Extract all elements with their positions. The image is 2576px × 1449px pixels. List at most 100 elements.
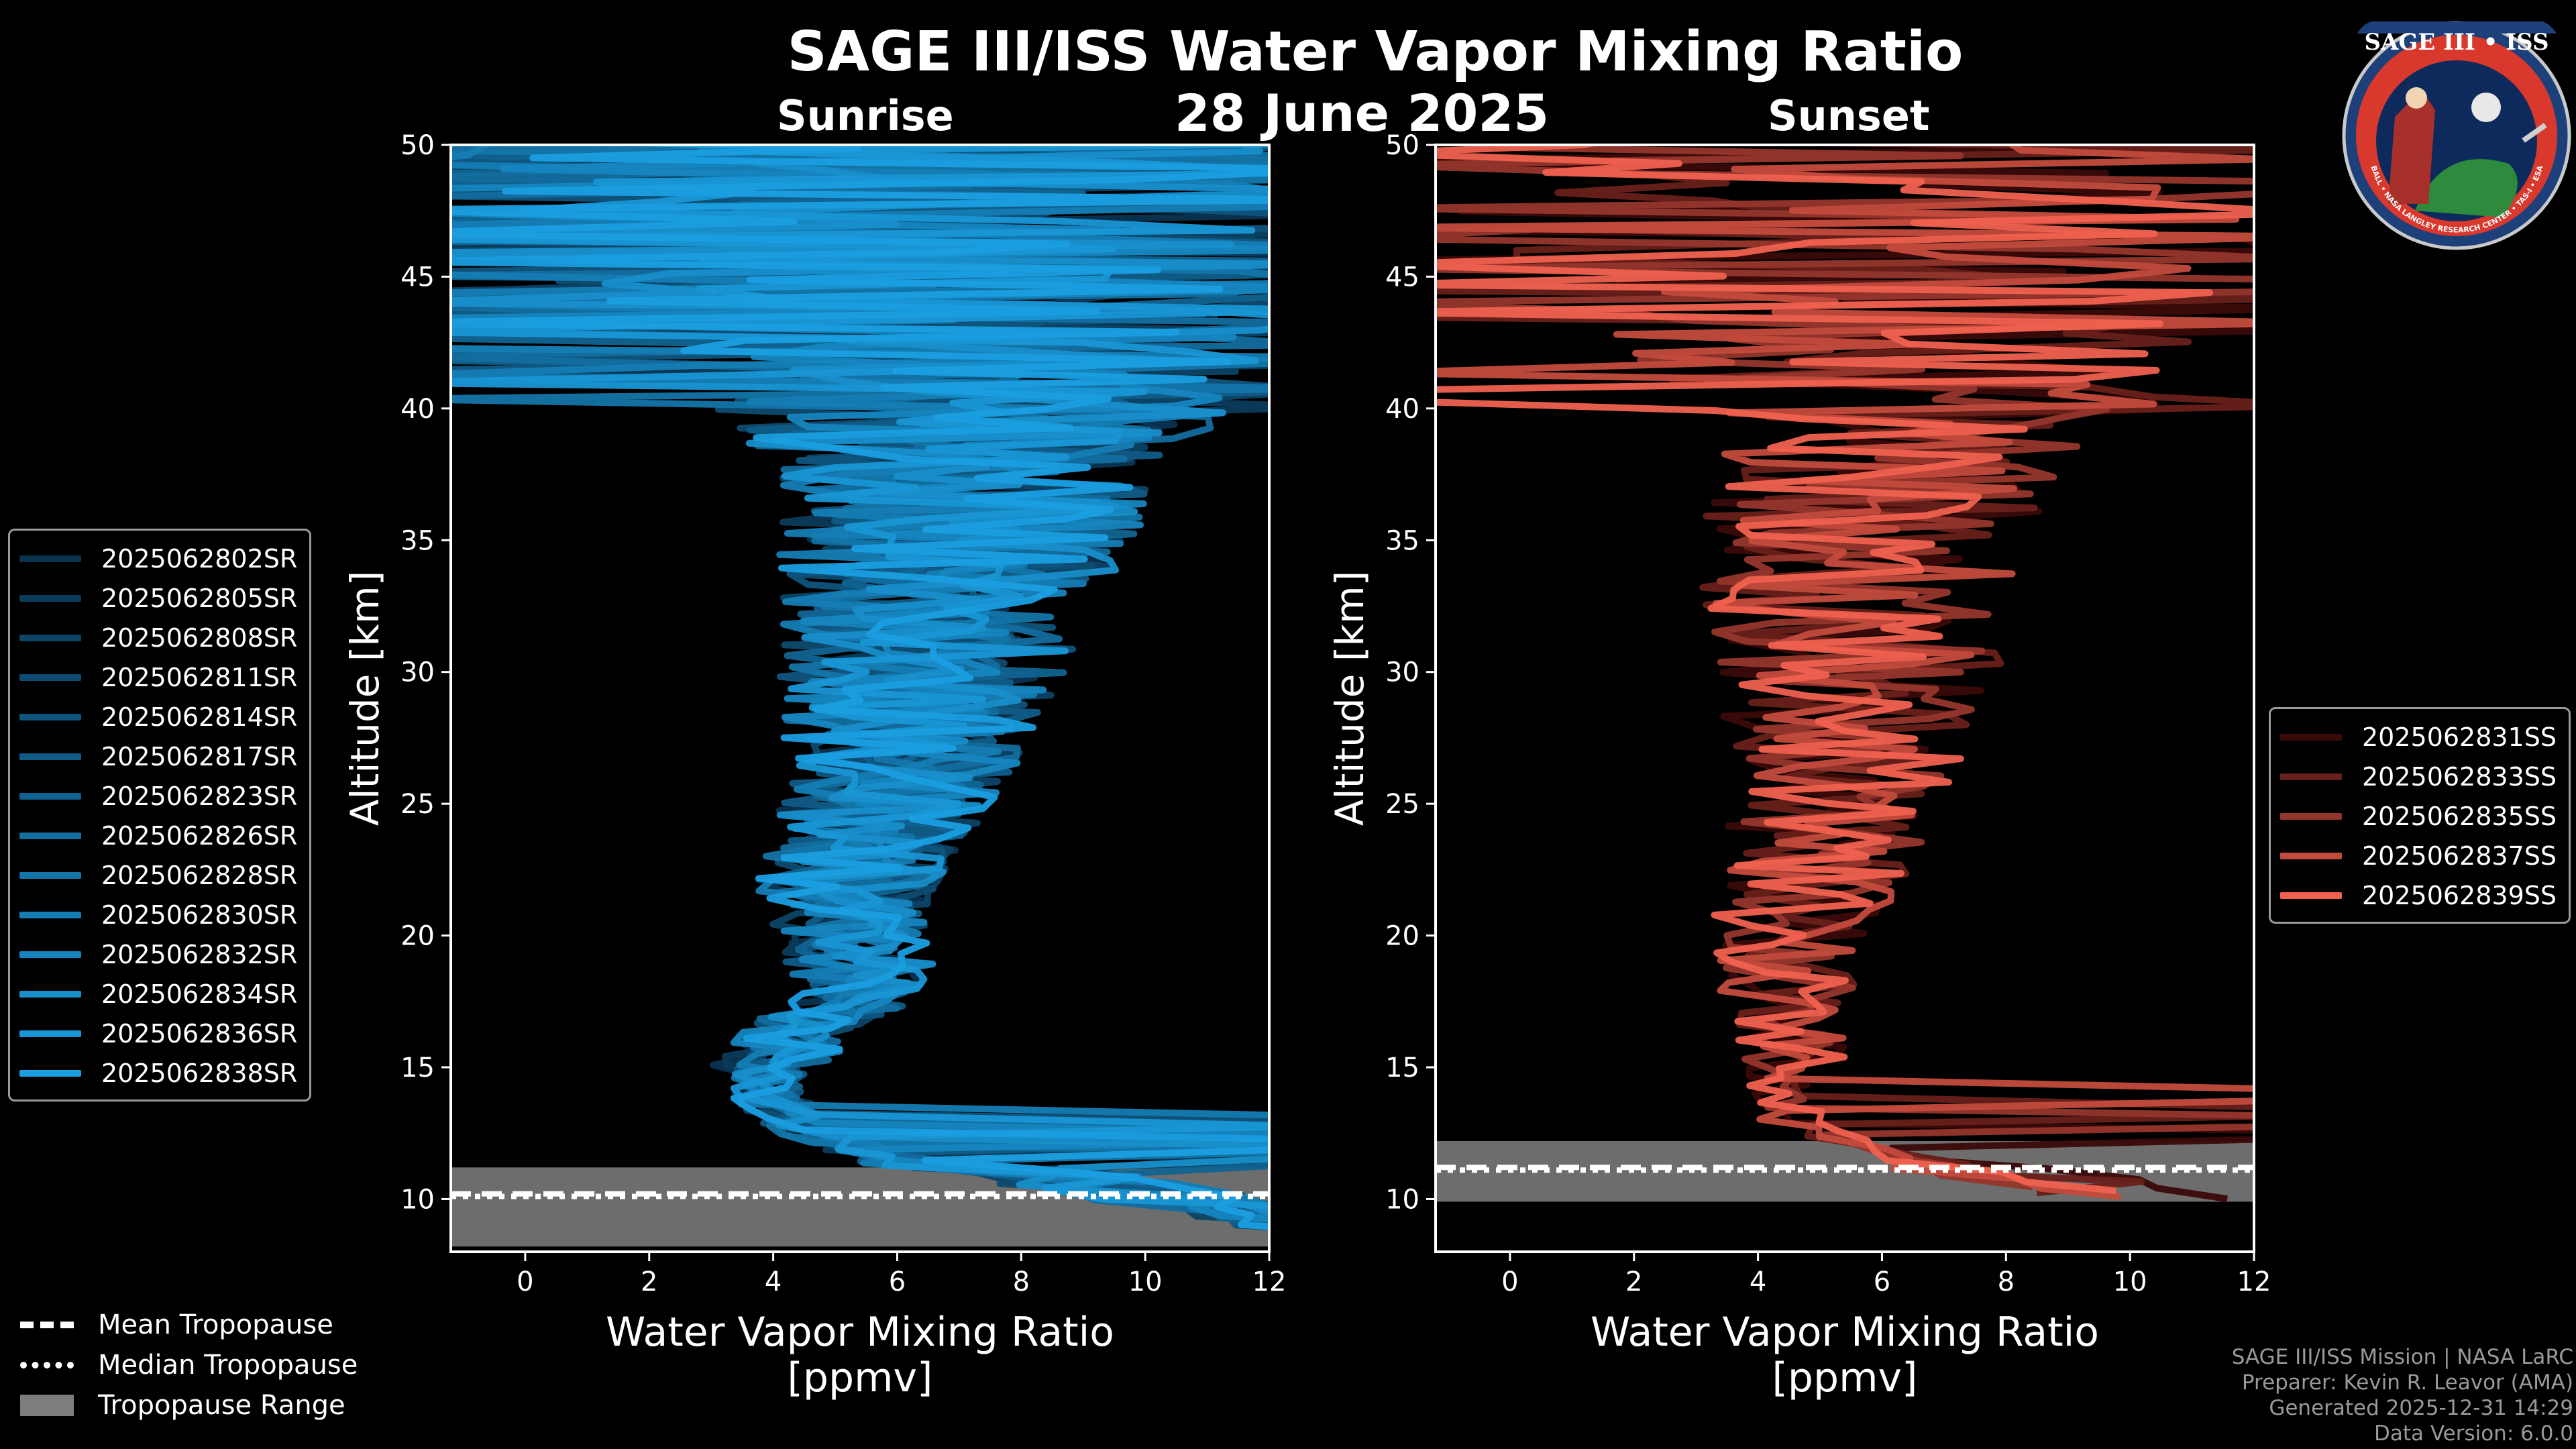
patch-sage-figure bbox=[2388, 90, 2435, 204]
credits: SAGE III/ISS Mission | NASA LaRC Prepare… bbox=[2232, 1344, 2573, 1446]
sunrise-legend-label: 2025062823SR bbox=[101, 781, 298, 811]
sunset-legend-swatch bbox=[2280, 812, 2342, 820]
sunrise-legend-swatch bbox=[19, 713, 81, 720]
sunset-ytick-label: 25 bbox=[1385, 789, 1419, 820]
sunrise-legend-label: 2025062811SR bbox=[101, 662, 298, 692]
sunset-xtick-label: 10 bbox=[2113, 1267, 2147, 1297]
sunset-xtick-label: 0 bbox=[1501, 1267, 1518, 1297]
sunrise-legend-swatch bbox=[19, 1030, 81, 1037]
sunset-ytick-label: 50 bbox=[1385, 130, 1419, 161]
sunset-ytick-label: 20 bbox=[1385, 921, 1419, 952]
sunrise-ytick-label: 10 bbox=[400, 1184, 435, 1215]
sunset-legend-item: 2025062833SS bbox=[2280, 757, 2557, 796]
sunset-ylabel: Altitude [km] bbox=[1327, 571, 1373, 826]
sunset-xlabel-line: Water Vapor Mixing Ratio bbox=[1591, 1309, 2099, 1356]
sunrise-legend-item: 2025062838SR bbox=[19, 1053, 297, 1093]
figure-date: 28 June 2025 bbox=[1174, 83, 1550, 143]
sunrise-legend-item: 2025062830SR bbox=[19, 895, 297, 934]
sunrise-legend-item: 2025062832SR bbox=[19, 934, 297, 974]
sunrise-ylabel: Altitude [km] bbox=[342, 571, 388, 826]
tropopause-range-label: Tropopause Range bbox=[98, 1390, 345, 1421]
median-tropopause-label: Median Tropopause bbox=[98, 1350, 358, 1381]
sunrise-legend-label: 2025062805SR bbox=[101, 583, 298, 613]
legend-median-tropopause: Median Tropopause bbox=[20, 1345, 358, 1385]
sunset-xtick-label: 6 bbox=[1874, 1267, 1890, 1297]
sunrise-legend-item: 2025062826SR bbox=[19, 816, 297, 855]
sunset-legend-swatch bbox=[2280, 733, 2342, 741]
sunrise-xtick-label: 8 bbox=[1013, 1267, 1030, 1297]
sunrise-xtick-label: 10 bbox=[1128, 1267, 1163, 1297]
sunset-legend-label: 2025062833SS bbox=[2362, 761, 2557, 792]
sunset-legend-item: 2025062837SS bbox=[2280, 836, 2557, 875]
sunset-panel-title: Sunset bbox=[1768, 91, 1930, 140]
sunrise-xlabel-line: Water Vapor Mixing Ratio bbox=[606, 1309, 1114, 1356]
sunrise-legend-item: 2025062823SR bbox=[19, 776, 297, 816]
sunset-panel: 0 2 4 6 8 10 12 10 15 20 25 30 35 40 45 50 Water Vapor M… bbox=[1327, 130, 2271, 1401]
sunset-ytick-label: 10 bbox=[1385, 1184, 1419, 1215]
sunrise-legend-label: 2025062834SR bbox=[101, 979, 298, 1009]
sunrise-legend-swatch bbox=[19, 990, 81, 998]
sunrise-ytick-label: 25 bbox=[400, 789, 435, 820]
patch-title: SAGE III • ISS bbox=[2364, 29, 2548, 56]
sunrise-xlabel-line: [ppmv] bbox=[788, 1354, 933, 1401]
profile-2025062837SS bbox=[1436, 145, 2254, 1200]
sunrise-legend-label: 2025062808SR bbox=[101, 623, 298, 653]
sunset-xtick-label: 4 bbox=[1750, 1267, 1766, 1297]
sunset-ytick-label: 30 bbox=[1385, 657, 1419, 688]
patch-banner-bg bbox=[2357, 21, 2557, 34]
sunrise-ytick-label: 15 bbox=[400, 1053, 435, 1083]
sunrise-legend-swatch bbox=[19, 674, 81, 681]
sunset-legend-item: 2025062835SS bbox=[2280, 796, 2557, 836]
sunrise-legend-label: 2025062836SR bbox=[101, 1018, 298, 1049]
sunrise-legend-item: 2025062828SR bbox=[19, 855, 297, 895]
sunrise-legend-label: 2025062838SR bbox=[101, 1058, 298, 1088]
sunrise-legend-item: 2025062836SR bbox=[19, 1014, 297, 1053]
sunset-xtick-label: 12 bbox=[2237, 1267, 2271, 1297]
sunrise-legend-item: 2025062805SR bbox=[19, 578, 297, 618]
sunrise-legend-swatch bbox=[19, 951, 81, 958]
sunrise-legend-item: 2025062808SR bbox=[19, 618, 297, 657]
sunrise-legend-label: 2025062826SR bbox=[101, 820, 298, 851]
figure-title: SAGE III/ISS Water Vapor Mixing Ratio bbox=[787, 20, 1964, 84]
sunrise-legend-swatch bbox=[19, 594, 81, 602]
credit-generated: Generated 2025-12-31 14:29 bbox=[2269, 1396, 2573, 1420]
sunset-legend-label: 2025062837SS bbox=[2362, 841, 2557, 871]
sunrise-legend: 2025062802SR 2025062805SR 2025062808SR 2025… bbox=[8, 529, 312, 1102]
sunrise-ytick-label: 35 bbox=[400, 525, 435, 556]
sunrise-ytick-label: 45 bbox=[400, 262, 435, 292]
sunset-legend-label: 2025062839SS bbox=[2362, 880, 2557, 910]
patch-earth bbox=[2415, 159, 2518, 217]
legend-mean-tropopause: Mean Tropopause bbox=[20, 1305, 358, 1345]
credit-mission: SAGE III/ISS Mission | NASA LaRC bbox=[2231, 1345, 2573, 1369]
sunrise-panel: 0 2 4 6 8 10 12 10 15 20 25 30 35 40 45 50 Water Vapor M… bbox=[342, 130, 1287, 1401]
mean-tropopause-label: Mean Tropopause bbox=[98, 1309, 333, 1340]
sage-iss-mission-patch: SAGE III • ISS BALL • NASA LANGLEY RESEA… bbox=[2342, 21, 2571, 250]
sunrise-xtick-label: 12 bbox=[1252, 1267, 1287, 1297]
mean-tropopause-swatch bbox=[20, 1322, 74, 1328]
sunrise-legend-label: 2025062830SR bbox=[101, 900, 298, 930]
patch-moon bbox=[2471, 93, 2501, 122]
sunrise-xtick-label: 4 bbox=[765, 1267, 782, 1297]
sunrise-legend-swatch bbox=[19, 555, 81, 562]
profile-2025062833SS bbox=[1436, 145, 2254, 1197]
sunrise-legend-swatch bbox=[19, 871, 81, 879]
sunrise-legend-swatch bbox=[19, 832, 81, 839]
legend-tropopause-range: Tropopause Range bbox=[20, 1385, 358, 1426]
sunrise-legend-label: 2025062817SR bbox=[101, 741, 298, 771]
sunrise-xtick-label: 2 bbox=[641, 1267, 657, 1297]
sunset-xlabel-line: [ppmv] bbox=[1772, 1354, 1918, 1401]
sunrise-legend-item: 2025062814SR bbox=[19, 697, 297, 737]
sunrise-legend-swatch bbox=[19, 753, 81, 760]
sunrise-legend-item: 2025062802SR bbox=[19, 539, 297, 578]
sunrise-legend-swatch bbox=[19, 1069, 81, 1077]
sunset-legend: 2025062831SS 2025062833SS 2025062835SS 2025… bbox=[2269, 707, 2571, 924]
sunrise-axes-frame bbox=[449, 144, 1271, 1253]
sunrise-legend-swatch bbox=[19, 792, 81, 800]
patch-iss-icon bbox=[2522, 123, 2547, 143]
sunrise-legend-item: 2025062834SR bbox=[19, 974, 297, 1014]
sunrise-legend-label: 2025062828SR bbox=[101, 860, 298, 890]
sunrise-xtick-label: 6 bbox=[889, 1267, 906, 1297]
sunset-legend-label: 2025062835SS bbox=[2362, 801, 2557, 831]
sunrise-ytick-label: 20 bbox=[400, 921, 435, 952]
